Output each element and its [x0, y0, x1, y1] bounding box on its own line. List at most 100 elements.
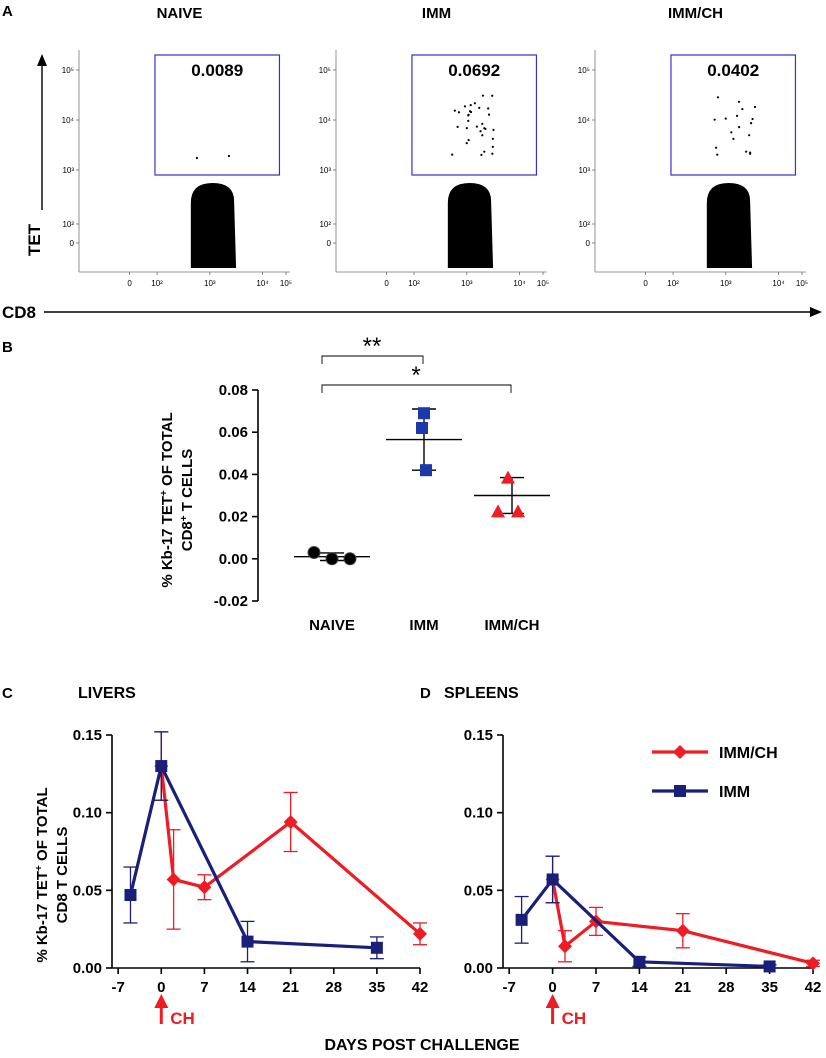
flow-y-tick-label: 10²	[319, 220, 331, 229]
panel-b-y-tick-label: 0.08	[219, 382, 248, 399]
cd8-arrow-head	[810, 307, 822, 317]
flow-event-dot	[473, 102, 476, 105]
panel-c-plot: 0.00 0.05 0.10 0.15 -7 0 7 14 21 28 35 42 CH	[73, 727, 429, 1028]
flow-event-dot	[451, 153, 454, 156]
tet-axis-label: TET	[25, 223, 44, 256]
flow-event-dot	[491, 137, 494, 140]
series-line	[128, 761, 377, 950]
flow-event-dot	[491, 152, 494, 155]
x-tick-label: 28	[718, 979, 735, 996]
flow-plot-title: IMM	[422, 5, 451, 22]
x-tick-label: 0	[157, 979, 165, 996]
panel-b-point	[511, 504, 525, 518]
challenge-arrow-head	[154, 994, 169, 1008]
y-tick-label: 0.15	[464, 727, 493, 744]
flow-event-dot	[468, 110, 472, 113]
flow-event-dot	[467, 114, 470, 117]
cd-ylabel-line2: CD8 T CELLS	[54, 827, 71, 924]
panel-b-point	[325, 552, 339, 566]
flow-x-tick-label: 10³	[204, 279, 216, 288]
flow-cell-population	[447, 183, 494, 268]
panel-b-point	[420, 464, 432, 477]
series-imm-ch	[154, 731, 427, 946]
panel-b-y-tick-label: 0.06	[219, 424, 248, 441]
panel-b-y-tick-label: 0.04	[219, 466, 249, 483]
panel-b-group-imm	[386, 407, 462, 477]
flow-event-dot	[492, 128, 495, 132]
panel-b-point	[307, 545, 321, 559]
flow-y-tick-label: 10⁵	[62, 66, 74, 75]
panel-b-ylabel: % Kb-17 TET+ OF TOTAL CD8+ T CELLS	[159, 412, 197, 587]
flow-event-dot	[732, 137, 735, 140]
flow-y-tick-label: 10⁴	[578, 116, 591, 125]
panel-b-plot: -0.02 0.00 0.02 0.04 0.06 0.08 NAIVE IMM IMM/CH *…	[214, 333, 550, 634]
cd-ylabel-line1: % Kb-17 TET+ OF TOTAL	[34, 787, 52, 962]
flow-event-dot	[745, 150, 748, 153]
flow-plot-title: IMM/CH	[668, 5, 723, 22]
panel-b-significance-label: **	[363, 333, 382, 360]
flow-y-tick-label: 10²	[62, 220, 74, 229]
y-tick-label: 0.00	[464, 960, 493, 977]
flow-x-tick-label: 10²	[408, 279, 420, 288]
flow-event-dot	[487, 113, 491, 116]
x-tick-label: -7	[111, 979, 124, 996]
flow-x-tick-label: 10³	[461, 279, 473, 288]
series-point	[413, 926, 427, 941]
flow-y-tick-label: 10⁴	[319, 116, 332, 125]
cd-ylabel: % Kb-17 TET+ OF TOTAL CD8 T CELLS	[34, 787, 72, 962]
flow-event-dot	[714, 146, 718, 149]
flow-x-tick-label: 10⁴	[772, 279, 785, 288]
x-tick-label: -7	[503, 979, 516, 996]
flow-plot-title: NAIVE	[157, 5, 203, 22]
flow-gate-value: 0.0402	[707, 61, 759, 80]
flow-x-tick-label: 10⁵	[537, 279, 549, 288]
flow-event-dot	[491, 94, 494, 97]
flow-event-dot	[457, 111, 461, 114]
flow-y-tick-label: 0	[586, 239, 591, 248]
panel-a-label: A	[2, 3, 13, 20]
series-line	[520, 877, 770, 969]
series-point	[515, 913, 528, 926]
panel-b-y-tick-label: 0.02	[219, 509, 248, 526]
flow-y-tick-label: 10³	[62, 166, 74, 175]
panel-b-point	[418, 407, 430, 420]
legend-label: IMM	[719, 784, 750, 801]
x-tick-label: 42	[805, 979, 822, 996]
flow-event-dot	[467, 139, 470, 142]
flow-event-dot	[713, 118, 716, 121]
flow-event-dot	[480, 153, 483, 156]
flow-event-dot	[491, 145, 494, 149]
series-point	[166, 872, 181, 887]
flow-x-tick-label: 0	[384, 279, 389, 288]
flow-event-dot	[227, 154, 231, 158]
cd-xlabel: DAYS POST CHALLENGE	[325, 1037, 520, 1054]
flow-x-tick-label: 0	[643, 279, 648, 288]
legend-marker	[674, 785, 686, 797]
panel-b-group-imm-ch	[474, 470, 550, 518]
flow-event-dot	[469, 104, 472, 107]
flow-event-dot	[478, 106, 481, 109]
x-tick-label: 14	[631, 979, 648, 996]
flow-x-tick-label: 10⁵	[796, 279, 808, 288]
flow-event-dot	[737, 100, 741, 103]
cd8-axis-label: CD8	[2, 303, 36, 322]
panel-b-point	[416, 421, 428, 434]
flow-event-dot	[716, 96, 720, 99]
series-point	[124, 888, 137, 901]
flow-event-dot	[475, 125, 478, 128]
panel-b-ylabel-line2: CD8+ T CELLS	[179, 449, 197, 552]
challenge-label: CH	[170, 1009, 195, 1028]
flow-gate	[411, 54, 538, 176]
y-tick-label: 0.10	[464, 805, 493, 822]
panel-b-category-label: NAIVE	[309, 617, 355, 634]
x-tick-label: 14	[239, 979, 256, 996]
flow-event-dot	[741, 107, 744, 111]
flow-event-dot	[738, 126, 741, 129]
legend: IMM/CH IMM	[652, 745, 778, 801]
panel-a: A TET CD8 NAIVE 0 10² 10³ 10⁴ 10⁵ 0 10² 10³ 10⁴ 10…	[2, 3, 822, 322]
flow-y-tick-label: 0	[327, 239, 332, 248]
panel-d-label: D	[420, 685, 431, 702]
series-point	[675, 923, 690, 938]
panel-d-plot: 0.000.050.100.15-7 0 7 14 21 28 35 42CHIMM/CHIM…	[464, 727, 822, 1028]
series-point	[546, 873, 559, 886]
